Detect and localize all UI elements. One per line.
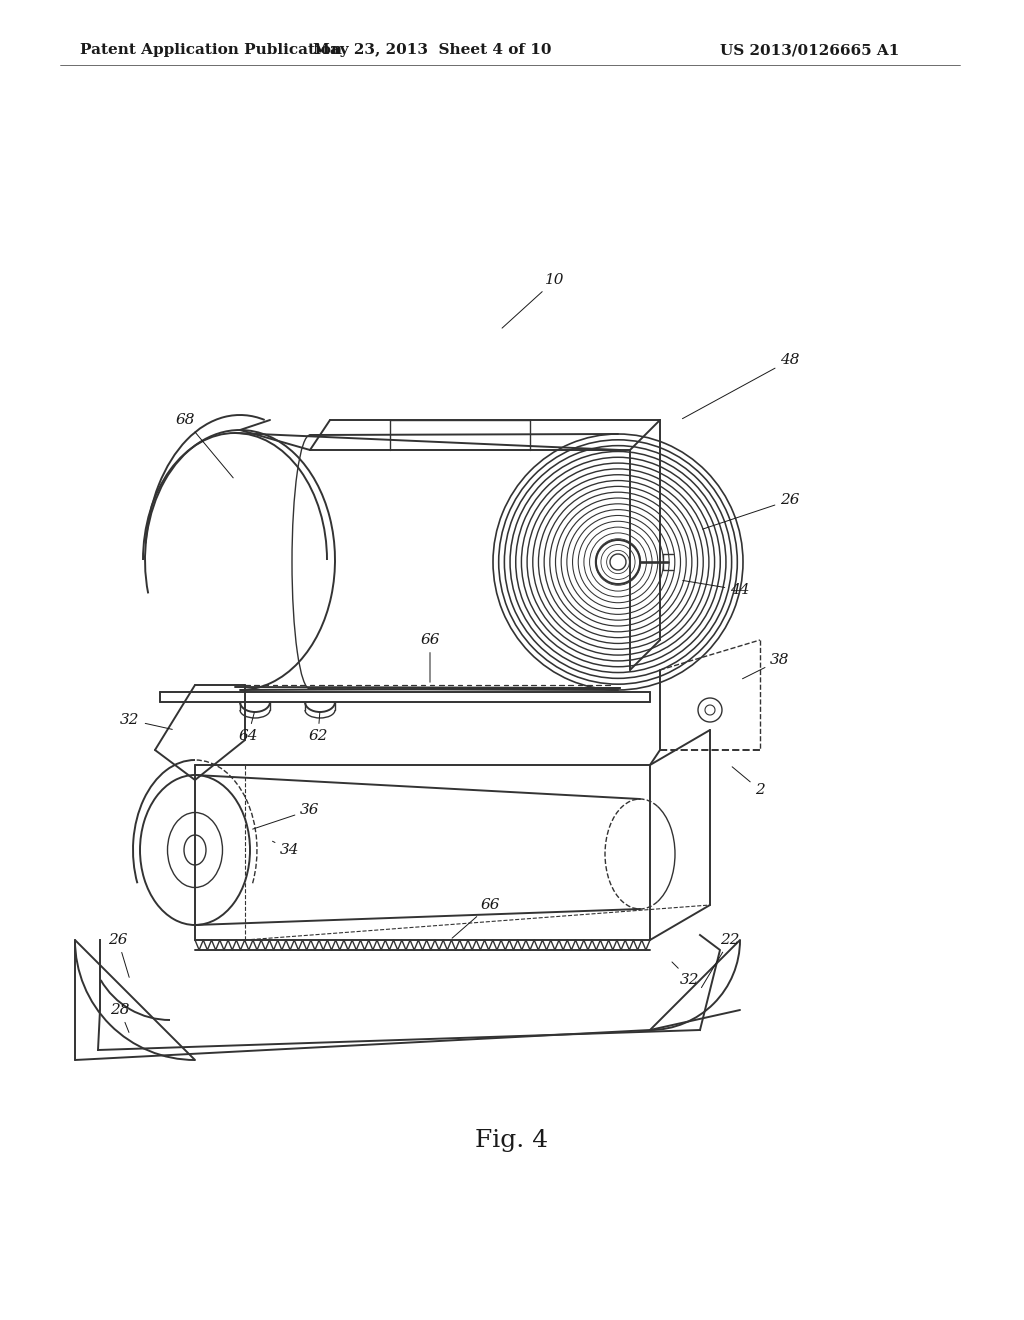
Text: Fig. 4: Fig. 4	[475, 1129, 549, 1151]
Text: 66: 66	[452, 898, 500, 939]
Text: 26: 26	[702, 492, 800, 529]
Text: 34: 34	[272, 841, 300, 857]
Text: 22: 22	[701, 933, 739, 987]
Text: 32: 32	[120, 713, 172, 730]
Text: 68: 68	[175, 413, 233, 478]
Text: 10: 10	[502, 273, 565, 329]
Text: 44: 44	[683, 581, 750, 597]
Text: 2: 2	[732, 767, 765, 797]
Text: 28: 28	[111, 1003, 130, 1032]
Text: US 2013/0126665 A1: US 2013/0126665 A1	[720, 44, 899, 57]
Text: 66: 66	[420, 634, 439, 682]
Text: 48: 48	[682, 352, 800, 418]
Text: Patent Application Publication: Patent Application Publication	[80, 44, 342, 57]
Text: 26: 26	[109, 933, 129, 977]
Text: 62: 62	[308, 713, 328, 743]
Text: 32: 32	[672, 962, 699, 987]
Text: May 23, 2013  Sheet 4 of 10: May 23, 2013 Sheet 4 of 10	[312, 44, 551, 57]
Text: 36: 36	[253, 803, 319, 829]
Text: 38: 38	[742, 653, 790, 678]
Text: 64: 64	[239, 713, 258, 743]
